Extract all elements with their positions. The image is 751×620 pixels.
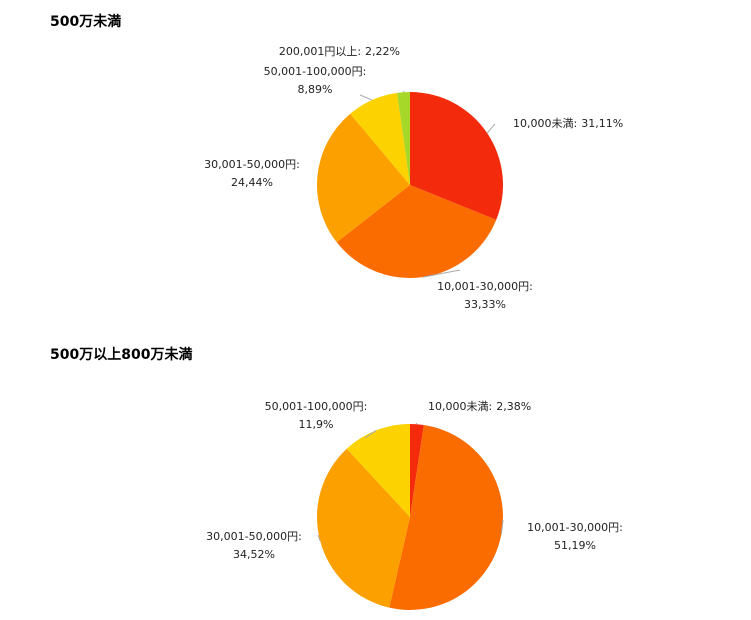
pie-slice (389, 425, 504, 611)
slice-category: 30,001-50,000円: (204, 158, 300, 171)
slice-value: 2,38% (496, 400, 531, 413)
slice-value: 2,22% (365, 45, 400, 58)
chart-title: 500万以上800万未満 (50, 346, 192, 363)
slice-value: 51,19% (554, 539, 596, 552)
slice-value: 31,11% (581, 117, 623, 130)
slice-label: 50,001-100,000円: 11,9% (265, 400, 368, 431)
slice-category: 10,000未満: (513, 117, 577, 130)
slice-label: 10,001-30,000円: 51,19% (527, 521, 623, 552)
pie-slice (410, 424, 424, 517)
leader-line (317, 534, 321, 542)
pie-slice (350, 92, 410, 185)
leader-line (359, 94, 373, 101)
slice-label: 50,001-100,000円: 8,89% (264, 65, 367, 96)
slice-value: 33,33% (464, 298, 506, 311)
leader-line (500, 519, 504, 535)
slice-category: 200,001円以上: (279, 45, 361, 58)
pie-slice (397, 92, 410, 185)
slice-label: 10,001-30,000円: 33,33% (437, 280, 533, 311)
slice-value: 8,89% (298, 83, 333, 96)
slice-value: 24,44% (231, 176, 273, 189)
leader-line (486, 123, 496, 134)
slice-category: 10,000未満: (428, 400, 492, 413)
leader-line (415, 422, 418, 425)
slice-label: 30,001-50,000円: 24,44% (204, 158, 300, 189)
slice-label: 30,001-50,000円: 34,52% (206, 530, 302, 561)
pie-slice (317, 448, 410, 608)
slice-label: 200,001円以上: 2,22% (279, 45, 400, 58)
chart-title: 500万未満 (50, 13, 121, 30)
slice-category: 50,001-100,000円: (264, 65, 367, 78)
slice-category: 10,001-30,000円: (437, 280, 533, 293)
pie-slice (316, 113, 410, 243)
slice-category: 30,001-50,000円: (206, 530, 302, 543)
leader-line (422, 269, 461, 278)
slice-value: 11,9% (299, 418, 334, 431)
slice-label: 10,000未満: 2,38% (428, 400, 531, 413)
slice-category: 50,001-100,000円: (265, 400, 368, 413)
pie-slice (336, 185, 497, 278)
pie-slice (346, 424, 410, 517)
slice-value: 34,52% (233, 548, 275, 561)
leader-line (364, 430, 377, 439)
pie-slice (410, 92, 503, 220)
slice-category: 10,001-30,000円: (527, 521, 623, 534)
slice-label: 10,000未満: 31,11% (513, 117, 623, 130)
